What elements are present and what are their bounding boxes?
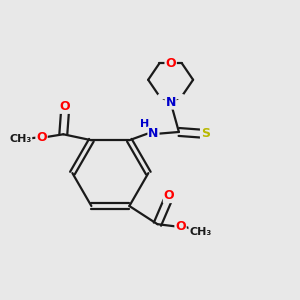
Text: H: H [140, 119, 149, 129]
Text: CH₃: CH₃ [9, 134, 32, 144]
Text: N: N [166, 96, 176, 109]
Text: CH₃: CH₃ [189, 227, 212, 237]
Text: N: N [148, 127, 159, 140]
Text: O: O [165, 57, 176, 70]
Text: O: O [36, 131, 47, 144]
Text: S: S [201, 127, 210, 140]
Text: O: O [164, 189, 174, 202]
Text: O: O [175, 220, 186, 233]
Text: O: O [60, 100, 70, 113]
